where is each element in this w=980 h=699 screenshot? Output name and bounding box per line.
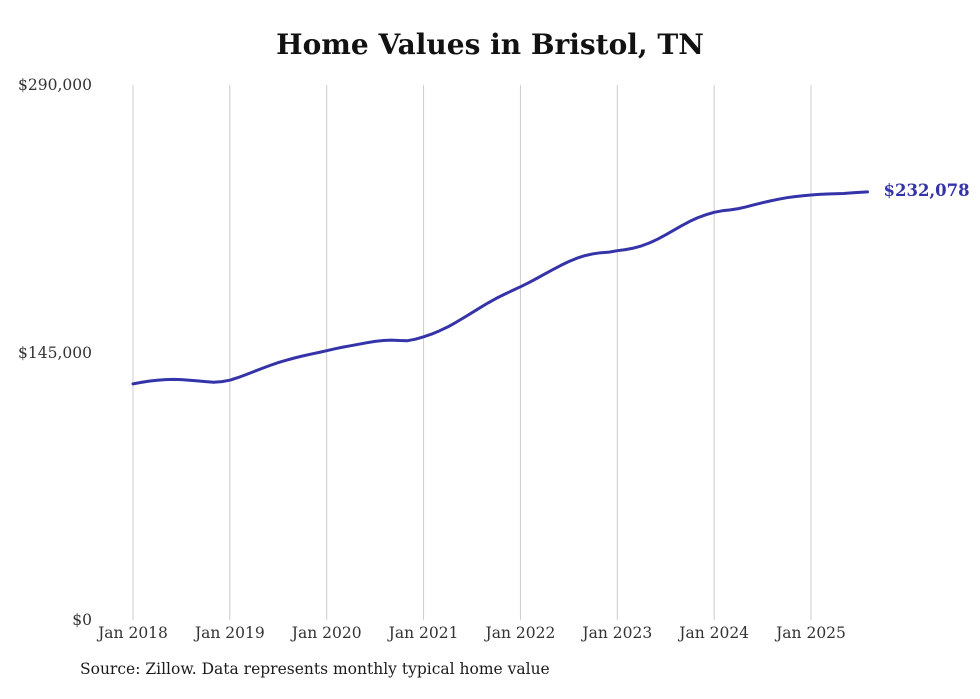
x-axis-tick-label: Jan 2022: [485, 624, 556, 642]
x-axis-tick-label: Jan 2019: [194, 624, 265, 642]
x-axis-tick-label: Jan 2025: [776, 624, 846, 642]
x-axis-tick-label: Jan 2020: [291, 624, 362, 642]
y-axis-tick-label: $145,000: [18, 343, 92, 362]
x-axis-tick-label: Jan 2018: [98, 624, 168, 642]
source-note: Source: Zillow. Data represents monthly …: [80, 660, 550, 678]
x-axis-tick-label: Jan 2023: [582, 624, 653, 642]
series-line: [131, 190, 869, 386]
x-axis-tick-label: Jan 2021: [388, 624, 459, 642]
chart-title: Home Values in Bristol, TN: [276, 28, 704, 61]
x-axis-tick-label: Jan 2024: [679, 624, 750, 642]
y-axis-tick-label: $0: [72, 611, 92, 629]
end-value-label: $232,078: [883, 180, 970, 200]
y-axis-tick-label: $290,000: [18, 76, 92, 94]
